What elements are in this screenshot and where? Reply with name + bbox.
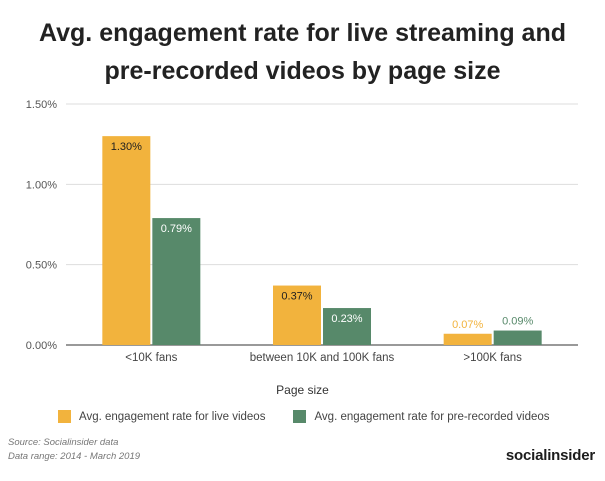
bar-prerecorded-0 <box>152 218 201 345</box>
legend-item-prerecorded: Avg. engagement rate for pre-recorded vi… <box>293 410 550 423</box>
legend-swatch-prerecorded <box>293 410 307 423</box>
y-tick-label: 1.50% <box>26 99 57 111</box>
chart-title-line-1: Avg. engagement rate for live streaming … <box>39 19 566 47</box>
x-tick-label: <10K fans <box>125 352 177 364</box>
chart-title-line-2: pre-recorded videos by page size <box>104 57 501 85</box>
y-tick-label: 0.00% <box>26 340 57 352</box>
bar-live-2 <box>443 333 492 345</box>
data-label: 0.07% <box>452 319 483 331</box>
legend-item-live: Avg. engagement rate for live videos <box>58 410 265 423</box>
data-range-line: Data range: 2014 - March 2019 <box>8 451 141 462</box>
data-label: 0.09% <box>502 316 533 328</box>
x-axis-label: Page size <box>276 383 329 397</box>
source-note: Source: Socialinsider data Data range: 2… <box>8 436 140 464</box>
bar-live-0 <box>102 136 151 345</box>
y-tick-label: 0.50% <box>26 260 57 272</box>
chart-title: Avg. engagement rate for live streaming … <box>0 14 605 90</box>
data-label: 1.30% <box>111 141 142 153</box>
x-tick-label: between 10K and 100K fans <box>250 352 395 364</box>
x-tick-label: >100K fans <box>463 352 522 364</box>
source-line: Source: Socialinsider data <box>8 437 119 448</box>
data-label: 0.79% <box>161 223 192 235</box>
bar-live-1 <box>273 285 321 345</box>
legend: Avg. engagement rate for live videos Avg… <box>58 410 550 423</box>
bar-prerecorded-1 <box>323 308 371 345</box>
bar-prerecorded-2 <box>493 330 542 345</box>
brand-logo: socialinsider <box>505 447 595 464</box>
y-tick-label: 1.00% <box>26 179 57 191</box>
legend-label-prerecorded: Avg. engagement rate for pre-recorded vi… <box>314 410 550 423</box>
data-label: 0.37% <box>281 291 312 303</box>
legend-swatch-live <box>58 410 71 423</box>
data-label: 0.23% <box>331 313 362 325</box>
legend-label-live: Avg. engagement rate for live videos <box>79 410 266 423</box>
